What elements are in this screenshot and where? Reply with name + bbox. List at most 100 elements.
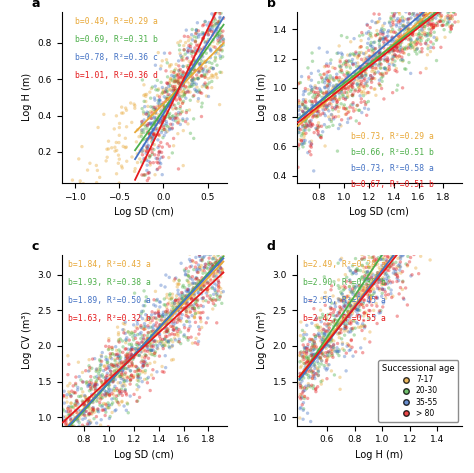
Point [63, 460, 71, 467]
Point [135, 133, 143, 140]
Point [198, 49, 206, 57]
Point [191, 304, 198, 312]
Point [314, 113, 321, 120]
Point [417, 225, 425, 233]
Point [451, 156, 458, 163]
Point [65, 360, 73, 368]
Point [174, 76, 182, 84]
Point [183, 300, 191, 307]
Point [151, 114, 158, 122]
Point [187, 290, 194, 298]
Point [148, 114, 155, 122]
Point [160, 115, 168, 123]
Point [185, 268, 192, 275]
Point [392, 28, 399, 36]
Point [311, 375, 319, 382]
Point [380, 64, 388, 72]
Point [173, 296, 180, 303]
Point [375, 41, 383, 48]
Point [197, 280, 205, 288]
Point [337, 329, 345, 336]
Point [345, 300, 353, 307]
Point [344, 317, 351, 324]
Point [173, 72, 180, 79]
Point [99, 406, 106, 414]
Point [133, 397, 141, 405]
Point [323, 88, 330, 95]
Point [317, 314, 325, 322]
Point [337, 100, 345, 107]
Point [152, 155, 160, 162]
Point [152, 288, 159, 295]
Point [348, 307, 356, 315]
Point [336, 303, 344, 311]
Point [401, 244, 409, 251]
Point [352, 267, 360, 275]
Point [83, 427, 91, 435]
Point [184, 271, 191, 279]
Point [179, 291, 186, 298]
Point [68, 434, 76, 442]
Point [406, 224, 414, 231]
Point [335, 324, 342, 332]
Point [304, 86, 312, 94]
Point [192, 58, 200, 65]
Point [314, 372, 322, 379]
Point [401, 65, 409, 73]
Point [449, 0, 456, 4]
Point [446, 175, 454, 183]
Point [355, 84, 363, 92]
Point [110, 376, 118, 384]
Point [397, 263, 404, 271]
Point [172, 114, 180, 121]
Point [450, 159, 457, 167]
Point [389, 47, 396, 55]
Point [120, 379, 128, 387]
Point [193, 34, 201, 41]
Point [187, 258, 194, 265]
Point [416, 13, 424, 21]
Point [403, 239, 410, 247]
Point [336, 96, 343, 103]
Point [312, 316, 320, 324]
Point [150, 332, 158, 340]
Point [342, 325, 349, 333]
Point [196, 326, 203, 333]
Point [108, 360, 115, 368]
Point [438, 236, 446, 244]
Point [327, 330, 334, 337]
Point [141, 351, 149, 359]
Point [349, 61, 357, 69]
Point [407, 184, 415, 192]
Point [440, 201, 447, 209]
Point [116, 373, 124, 380]
Point [186, 44, 194, 52]
Point [96, 174, 103, 181]
Point [217, 29, 225, 36]
Point [323, 322, 331, 330]
Point [407, 70, 414, 77]
Point [395, 53, 403, 60]
Point [420, 173, 428, 181]
Point [437, 13, 445, 21]
Point [389, 51, 397, 59]
Point [368, 265, 376, 273]
Point [191, 66, 198, 74]
Point [206, 269, 214, 277]
Point [373, 300, 380, 307]
Point [190, 81, 198, 88]
Point [417, 193, 424, 201]
Point [328, 116, 335, 123]
Point [104, 356, 111, 364]
Point [178, 294, 186, 302]
Point [196, 62, 204, 70]
Point [175, 335, 183, 343]
Point [372, 246, 379, 254]
Point [144, 142, 152, 149]
Point [209, 26, 217, 34]
Point [371, 38, 378, 46]
Point [404, 19, 411, 26]
Point [295, 125, 302, 132]
Point [201, 71, 208, 79]
Point [152, 348, 159, 356]
